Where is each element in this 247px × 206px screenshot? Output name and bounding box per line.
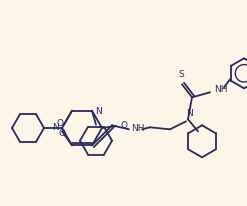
Text: N: N — [95, 107, 102, 116]
Text: NH: NH — [214, 85, 227, 94]
Text: O: O — [57, 119, 63, 128]
Text: N: N — [186, 109, 192, 118]
Text: NH: NH — [131, 124, 144, 133]
Text: N: N — [52, 124, 59, 132]
Text: S: S — [178, 70, 184, 79]
Text: O: O — [120, 121, 127, 130]
Text: O: O — [59, 129, 65, 138]
